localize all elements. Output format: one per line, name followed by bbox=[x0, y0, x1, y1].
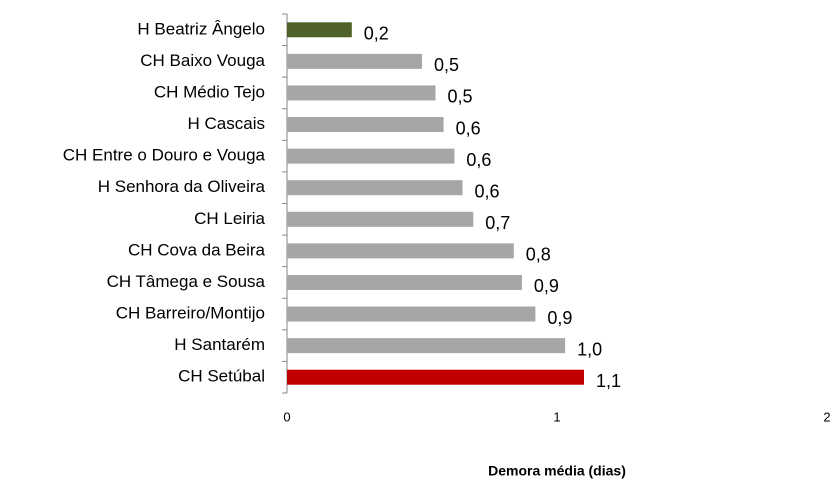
value-label: 0,6 bbox=[475, 181, 500, 201]
bar bbox=[287, 117, 444, 133]
bar bbox=[287, 306, 536, 322]
bar bbox=[287, 211, 474, 227]
y-tick-label: CH Cova da Beira bbox=[128, 240, 266, 259]
y-tick-label: CH Entre o Douro e Vouga bbox=[63, 146, 266, 165]
y-tick-label: CH Barreiro/Montijo bbox=[116, 304, 265, 323]
x-tick-label: 1 bbox=[553, 409, 560, 424]
bar bbox=[287, 53, 422, 69]
y-tick-label: CH Setúbal bbox=[178, 367, 265, 386]
bar bbox=[287, 148, 455, 164]
bar bbox=[287, 243, 514, 259]
value-label: 0,5 bbox=[448, 87, 473, 107]
y-tick-label: H Cascais bbox=[188, 114, 265, 133]
value-label: 0,2 bbox=[364, 24, 389, 44]
bar bbox=[287, 338, 566, 354]
bar bbox=[287, 180, 463, 196]
x-axis-title: Demora média (dias) bbox=[488, 463, 626, 479]
x-tick-label: 2 bbox=[823, 409, 830, 424]
y-tick-label: CH Leiria bbox=[194, 209, 265, 228]
value-label: 0,8 bbox=[526, 245, 551, 265]
bar bbox=[287, 22, 352, 38]
y-tick-label: H Beatriz Ângelo bbox=[137, 19, 265, 38]
y-tick-label: CH Médio Tejo bbox=[154, 82, 265, 101]
value-label: 0,6 bbox=[456, 118, 481, 138]
value-label: 1,1 bbox=[596, 371, 621, 391]
value-label: 0,9 bbox=[547, 308, 572, 328]
x-tick-label: 0 bbox=[283, 409, 290, 424]
bar bbox=[287, 369, 584, 385]
y-tick-label: CH Baixo Vouga bbox=[140, 51, 265, 70]
value-label: 0,5 bbox=[434, 55, 459, 75]
y-tick-label: CH Tâmega e Sousa bbox=[107, 272, 266, 291]
value-label: 1,0 bbox=[577, 339, 602, 359]
value-label: 0,9 bbox=[534, 276, 559, 296]
y-tick-label: H Senhora da Oliveira bbox=[98, 177, 266, 196]
value-label: 0,7 bbox=[485, 213, 510, 233]
value-label: 0,6 bbox=[466, 150, 491, 170]
y-tick-label: H Santarém bbox=[174, 335, 265, 354]
bar bbox=[287, 274, 522, 290]
bar bbox=[287, 85, 436, 101]
